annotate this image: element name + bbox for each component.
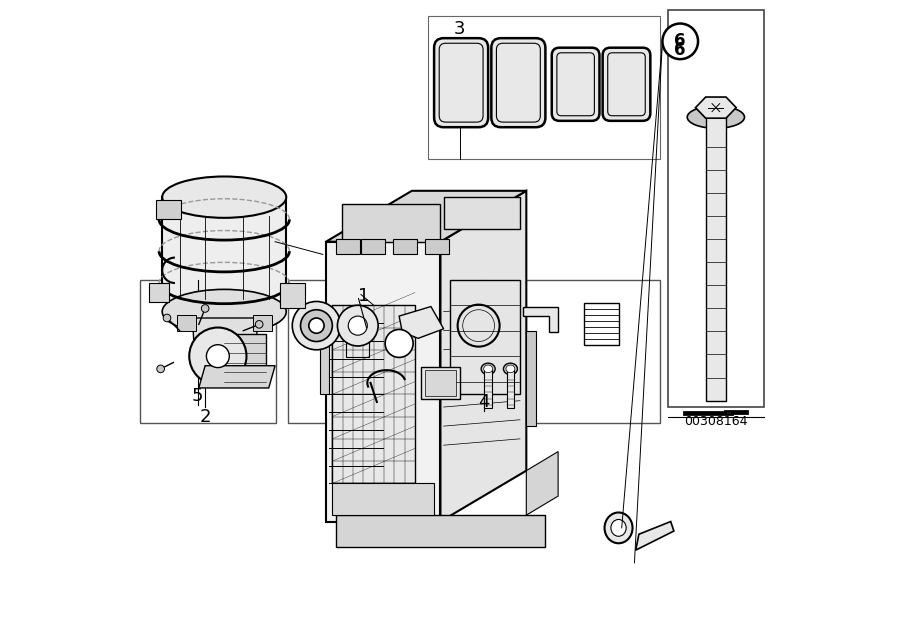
Polygon shape	[193, 318, 259, 372]
Bar	[336, 515, 545, 547]
FancyBboxPatch shape	[552, 48, 599, 121]
Circle shape	[292, 301, 340, 350]
Polygon shape	[326, 242, 440, 522]
Text: 00308164: 00308164	[684, 415, 748, 427]
Ellipse shape	[506, 365, 515, 373]
Text: 6: 6	[674, 32, 686, 50]
FancyBboxPatch shape	[434, 38, 488, 127]
Circle shape	[338, 305, 378, 346]
Polygon shape	[696, 97, 736, 118]
Circle shape	[163, 314, 171, 322]
Bar	[332, 305, 415, 483]
Ellipse shape	[503, 363, 517, 375]
Bar	[332, 483, 434, 515]
Polygon shape	[326, 191, 526, 242]
Bar	[668, 10, 764, 407]
Bar	[444, 197, 520, 229]
Ellipse shape	[482, 363, 495, 375]
Polygon shape	[684, 411, 747, 413]
Bar	[288, 280, 660, 423]
Bar	[706, 117, 726, 401]
Bar	[526, 331, 536, 426]
Polygon shape	[526, 452, 558, 515]
FancyBboxPatch shape	[491, 38, 545, 127]
Circle shape	[385, 329, 413, 357]
Circle shape	[348, 316, 367, 335]
Ellipse shape	[611, 520, 626, 536]
Polygon shape	[635, 522, 674, 550]
Ellipse shape	[483, 365, 492, 373]
Bar	[583, 303, 618, 345]
Bar	[484, 370, 492, 408]
Polygon shape	[399, 307, 444, 338]
Circle shape	[256, 321, 263, 328]
Circle shape	[189, 328, 247, 385]
Bar	[140, 280, 276, 423]
FancyBboxPatch shape	[603, 48, 651, 121]
Circle shape	[157, 365, 165, 373]
Bar	[361, 238, 385, 254]
Text: 2: 2	[200, 408, 211, 425]
Bar	[450, 280, 520, 394]
Polygon shape	[149, 283, 168, 302]
Bar	[224, 334, 266, 382]
Polygon shape	[440, 191, 526, 522]
Text: 5: 5	[192, 387, 203, 404]
Bar	[176, 315, 195, 331]
Bar	[392, 238, 417, 254]
Ellipse shape	[162, 289, 286, 334]
Bar	[428, 16, 660, 159]
Circle shape	[309, 318, 324, 333]
Bar	[162, 197, 286, 299]
Bar	[507, 370, 514, 408]
Polygon shape	[199, 366, 275, 388]
Bar	[320, 318, 329, 394]
Text: 6: 6	[674, 41, 686, 59]
Text: 4: 4	[478, 393, 490, 411]
Bar	[336, 238, 360, 254]
Bar	[421, 367, 460, 399]
Ellipse shape	[162, 176, 286, 218]
Circle shape	[662, 24, 698, 59]
Circle shape	[202, 305, 209, 312]
Ellipse shape	[605, 513, 633, 543]
Bar	[346, 332, 369, 357]
Polygon shape	[280, 283, 305, 308]
Bar	[425, 370, 456, 396]
Bar	[253, 315, 272, 331]
Text: 1: 1	[358, 287, 370, 305]
Bar	[342, 204, 440, 242]
Bar	[156, 200, 181, 219]
Text: 3: 3	[454, 20, 465, 38]
Circle shape	[206, 345, 230, 368]
Ellipse shape	[688, 106, 744, 128]
Circle shape	[301, 310, 332, 342]
Bar	[425, 238, 449, 254]
Polygon shape	[523, 307, 558, 332]
